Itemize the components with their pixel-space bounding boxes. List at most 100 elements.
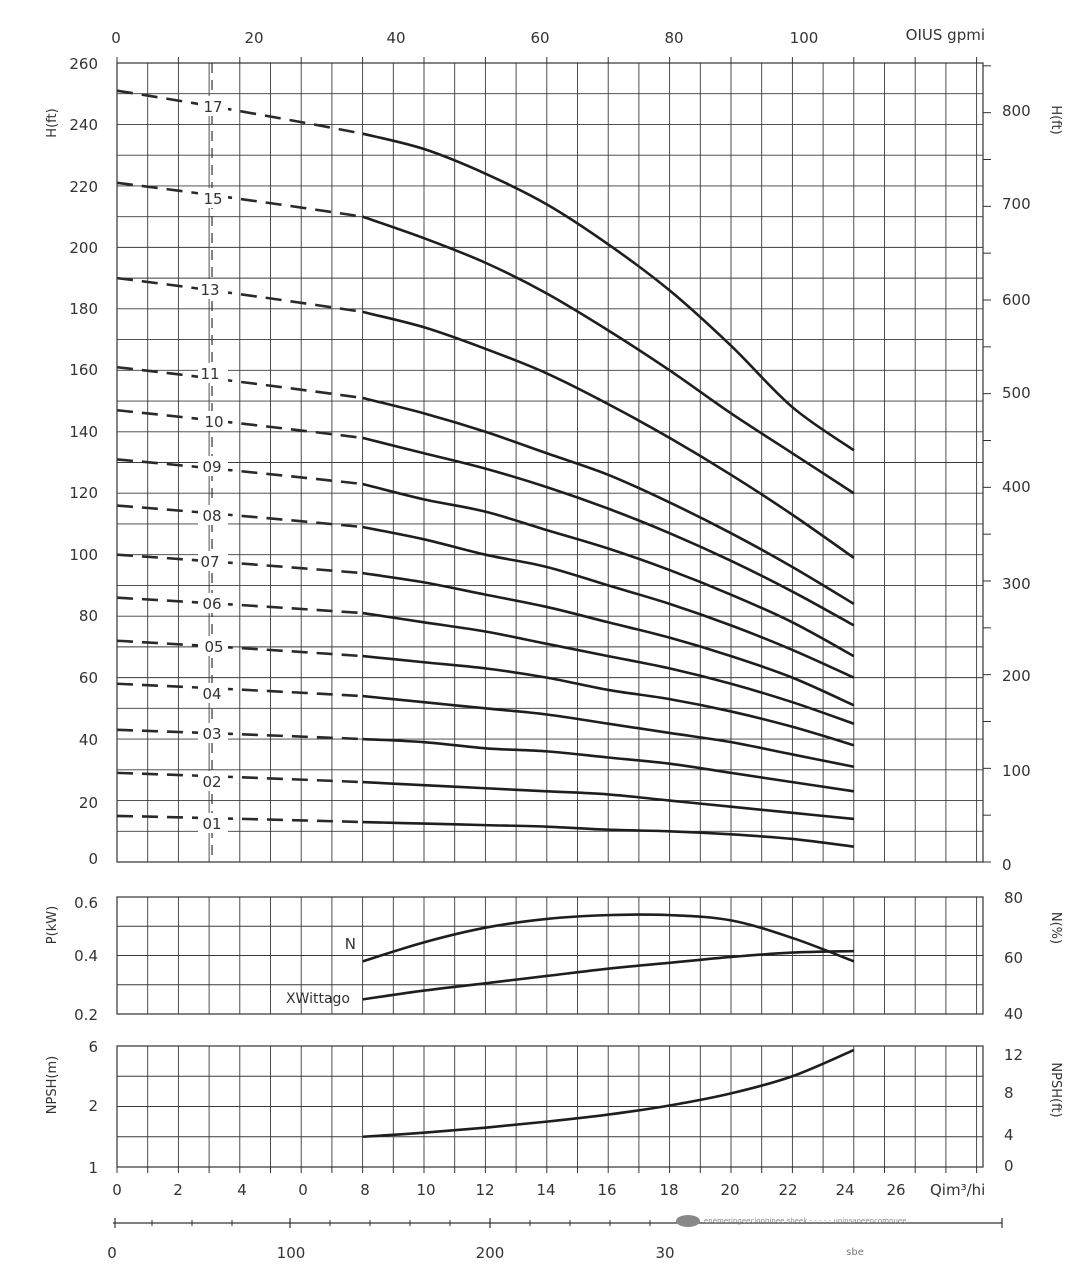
head-curve-dashed-05 [116,639,363,658]
stage-label-17: 17 [203,98,222,116]
head-curve-dashed-13 [116,276,363,314]
top-tick-4: 80 [664,29,683,47]
head-curve-dashed-04 [116,682,363,698]
flow-tick-18: 18 [659,1181,678,1199]
head-curve-10 [362,436,855,627]
top-tick-2: 40 [386,29,405,47]
head-curve-02 [362,780,854,821]
head-ytick-260: 260 [69,55,98,73]
head-ytick-0: 0 [88,850,98,868]
head-curve-08 [362,525,855,679]
flow-tick-26: 26 [886,1181,905,1199]
flow-tick-24: 24 [835,1181,854,1199]
head-curve-06 [362,611,855,725]
panel-frame [116,1045,984,1168]
stage-label-11: 11 [200,365,219,383]
head-curve-05 [362,654,855,747]
head-curve-04 [362,694,855,769]
head-curve-01 [362,820,854,848]
power-ylabel-left: P(kW) [45,906,60,944]
efficiency-curve [362,913,855,963]
stage-label-13: 13 [200,281,219,299]
head-ylabel-right: H(ft) [1048,105,1063,134]
flow-tick-14: 14 [536,1181,555,1199]
curve-layer [116,89,855,1139]
stage-label-02: 02 [202,773,221,791]
head-curve-13 [362,310,855,559]
stage-label-09: 09 [202,458,221,476]
head-ytick-40: 40 [79,731,98,749]
head-curve-03 [362,737,854,793]
npsh-ytick-right-12: 12 [1004,1046,1023,1064]
head-ytick-80: 80 [79,607,98,625]
stage-label-05: 05 [204,638,223,656]
head-curve-dashed-11 [116,365,363,400]
head-curve-09 [362,482,855,658]
head-ytick-right-800: 800 [1002,102,1031,120]
npsh-ytick-1: 1 [88,1159,98,1177]
stage-label-01: 01 [202,815,221,833]
flow-tick-6: 0 [298,1181,308,1199]
head-ytick-right-500: 500 [1002,384,1031,402]
head-ytick-140: 140 [69,423,98,441]
head-curve-dashed-10 [116,408,363,440]
lower-tick-300: 30 [655,1244,674,1262]
head-curve-07 [362,571,855,707]
head-ytick-right-100: 100 [1002,762,1031,780]
flow-tick-12: 12 [475,1181,494,1199]
head-ytick-180: 180 [69,300,98,318]
head-curve-dashed-17 [116,89,363,135]
head-curve-dashed-08 [116,504,363,529]
stage-label-03: 03 [202,725,221,743]
top-tick-1: 20 [244,29,263,47]
head-ytick-right-700: 700 [1002,195,1031,213]
power-series-label: XWittago [286,991,350,1007]
flow-tick-22: 22 [778,1181,797,1199]
npsh-curve [362,1048,855,1139]
flow-tick-0: 0 [112,1181,122,1199]
power-ytick-right-40: 40 [1004,1005,1023,1023]
power-curve [362,949,854,1001]
npsh-ytick-2: 2 [88,1097,98,1115]
power-ytick-04: 0.4 [74,947,98,965]
frame-layer [116,57,991,1173]
head-ytick-200: 200 [69,239,98,257]
lower-axis-faint-note: enemeringeecionninee sbeek - - - - - uni… [704,1217,907,1225]
stage-label-04: 04 [202,685,221,703]
power-ytick-06: 0.6 [74,894,98,912]
top-axis-label: OIUS gpmi [906,26,985,44]
head-curve-dashed-07 [116,553,363,575]
lower-tick-200: 200 [476,1244,505,1262]
npsh-ytick-right-8: 8 [1004,1084,1014,1102]
flow-axis-label: Qim³/hi [930,1181,985,1199]
top-tick-0: 0 [111,29,121,47]
head-ytick-60: 60 [79,669,98,687]
head-curve-dashed-15 [116,181,363,218]
flow-tick-10: 10 [416,1181,435,1199]
power-ytick-02: 0.2 [74,1006,98,1024]
lower-tick-0: 0 [107,1244,117,1262]
head-ytick-120: 120 [69,484,98,502]
top-tick-5: 100 [790,29,819,47]
head-ytick-20: 20 [79,794,98,812]
stage-label-08: 08 [202,507,221,525]
head-ytick-160: 160 [69,361,98,379]
top-tick-3: 60 [530,29,549,47]
flow-tick-2: 2 [173,1181,183,1199]
head-ytick-right-0: 0 [1002,856,1012,874]
head-curve-dashed-09 [116,458,363,486]
npsh-ylabel-left: NPSH(m) [45,1056,60,1114]
stage-label-07: 07 [200,553,219,571]
npsh-ytick-right-4: 4 [1004,1126,1014,1144]
head-ytick-right-600: 600 [1002,291,1031,309]
flow-tick-20: 20 [720,1181,739,1199]
head-ylabel-left: H(ft) [45,108,60,137]
head-ytick-220: 220 [69,178,98,196]
head-curve-dashed-02 [116,771,363,784]
efficiency-series-label: N [345,935,356,953]
flow-tick-8: 8 [360,1181,370,1199]
lower-tick-end: sbe [846,1247,864,1258]
head-ytick-right-300: 300 [1002,575,1031,593]
head-curve-11 [362,396,855,605]
